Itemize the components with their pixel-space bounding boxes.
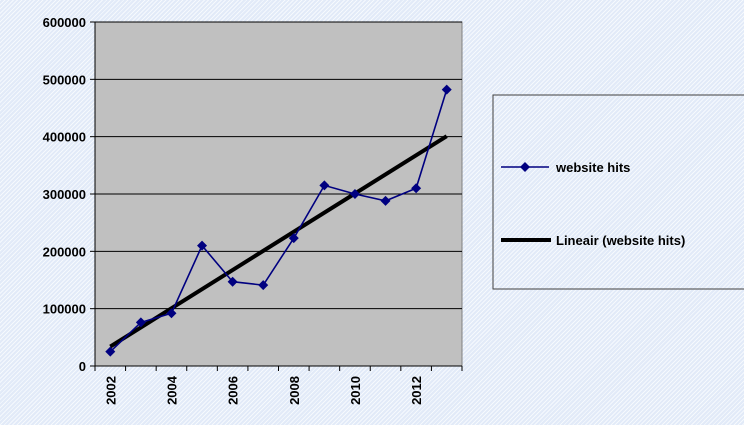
y-tick-label: 500000	[43, 72, 86, 87]
data-point	[319, 180, 330, 191]
data-point	[288, 233, 299, 244]
trendline-line	[109, 134, 448, 349]
x-tick-label: 2002	[103, 376, 118, 405]
data-point	[380, 195, 391, 206]
y-tick-label: 400000	[43, 130, 86, 145]
data-point	[166, 308, 177, 319]
data-point	[258, 280, 269, 291]
x-tick-label: 2004	[164, 375, 179, 405]
x-axis: 2002 2004 2006 2008 2010 2012	[94, 365, 463, 405]
x-tick-label: 2008	[287, 376, 302, 405]
y-tick-label: 200000	[43, 244, 86, 259]
data-point	[197, 240, 208, 251]
legend-label-trend: Lineair (website hits)	[556, 233, 685, 248]
data-point	[349, 189, 360, 199]
legend-label-website-hits: website hits	[555, 160, 630, 175]
x-tick-label: 2012	[409, 376, 424, 405]
x-tick-label: 2010	[348, 376, 363, 405]
data-point	[227, 276, 238, 287]
legend: website hits Lineair (website hits)	[492, 94, 744, 290]
y-tick-label: 0	[79, 359, 86, 374]
data-point	[135, 317, 146, 328]
data-point	[411, 183, 422, 194]
y-tick-label: 600000	[43, 15, 86, 30]
legend-box	[492, 94, 744, 290]
y-axis: 0 100000 200000 300000 400000 500000 600000	[43, 15, 96, 374]
data-point	[105, 346, 116, 357]
data-point	[441, 84, 452, 95]
x-tick-label: 2006	[226, 376, 241, 405]
y-tick-label: 300000	[43, 187, 86, 202]
series-website-hits	[105, 84, 452, 357]
gridlines	[95, 21, 462, 310]
trendline	[109, 134, 448, 349]
y-tick-label: 100000	[43, 302, 86, 317]
legend-marker-diamond-website-hits	[520, 162, 530, 172]
series-line	[109, 89, 448, 353]
